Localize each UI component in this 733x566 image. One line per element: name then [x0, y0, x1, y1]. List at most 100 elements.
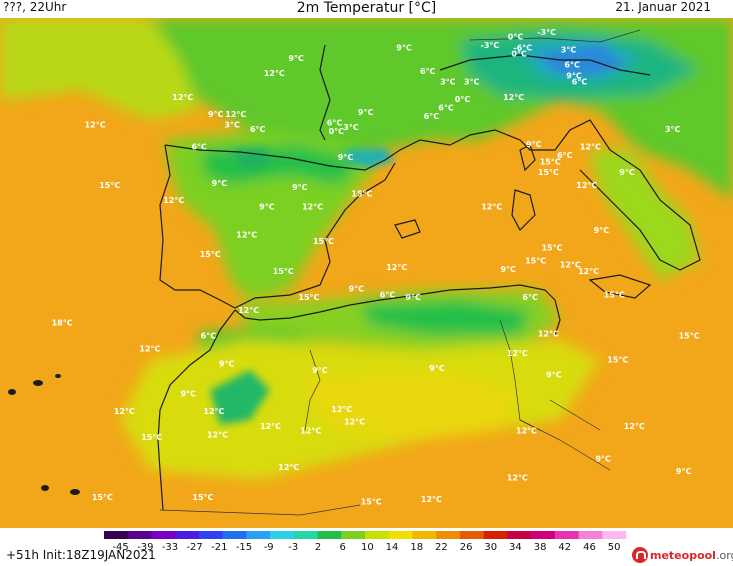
temperature-label: 3°C	[343, 123, 359, 132]
temperature-label: 12°C	[507, 349, 528, 358]
colorbar-swatch	[175, 531, 200, 539]
temperature-label: 3°C	[665, 125, 681, 134]
temperature-label: 6°C	[564, 61, 580, 70]
temperature-label: 0°C	[455, 95, 471, 104]
colorbar-tick-label: 26	[460, 542, 473, 553]
colorbar-tick-label: 18	[410, 542, 423, 553]
temperature-label: 3°C	[440, 78, 456, 87]
temperature-label: 15°C	[298, 293, 319, 302]
temperature-label: 12°C	[264, 69, 285, 78]
map-title: 2m Temperatur [°C]	[296, 0, 437, 16]
borders	[159, 29, 641, 516]
colorbar-swatch	[270, 531, 295, 539]
temperature-label: 9°C	[338, 153, 354, 162]
coastlines	[157, 44, 701, 511]
temperature-label: 15°C	[541, 243, 562, 252]
temperature-label: 12°C	[300, 426, 321, 435]
temperature-label: 9°C	[526, 140, 542, 149]
colorbar-swatch	[554, 531, 579, 539]
meteopool-logo[interactable]: meteopool.org	[632, 546, 733, 564]
colorbar-tick-label: 2	[315, 542, 321, 553]
temperature-label: 15°C	[92, 493, 113, 502]
temperature-label: 9°C	[619, 168, 635, 177]
temperature-label: 3°C	[561, 45, 577, 54]
temperature-label: 9°C	[595, 454, 611, 463]
temperature-label: 12°C	[278, 463, 299, 472]
temperature-label: 12°C	[331, 405, 352, 414]
colorbar-swatch	[341, 531, 366, 539]
temperature-label: 6°C	[522, 293, 538, 302]
temperature-label: 6°C	[201, 332, 217, 341]
init-time-label: +51h Init:18Z19JAN2021	[6, 548, 156, 562]
temperature-label: 9°C	[208, 110, 224, 119]
temperature-label: 12°C	[344, 418, 365, 427]
temperature-label: 12°C	[238, 306, 259, 315]
colorbar-tick-label: -9	[264, 542, 274, 553]
temperature-label: 6°C	[420, 67, 436, 76]
temperature-label: 15°C	[361, 497, 382, 506]
colorbar-tick-label: -45	[112, 542, 128, 553]
temperature-label: 9°C	[259, 203, 275, 212]
forecast-date-label: 21. Januar 2021	[615, 0, 711, 14]
temperature-label: 3°C	[224, 121, 240, 130]
temperature-label: 12°C	[236, 231, 257, 240]
colorbar-tick-label: 38	[534, 542, 547, 553]
colorbar-swatch	[531, 531, 556, 539]
temperature-label: 12°C	[507, 474, 528, 483]
temperature-label: 6°C	[557, 151, 573, 160]
temperature-label: 9°C	[181, 390, 197, 399]
temperature-label: 9°C	[405, 293, 421, 302]
temperature-label: 12°C	[516, 426, 537, 435]
temperature-label: 15°C	[200, 250, 221, 259]
temperature-label: 6°C	[424, 112, 440, 121]
colorbar-swatch	[483, 531, 508, 539]
colorbar-tick-label: 6	[340, 542, 346, 553]
colorbar-swatch	[507, 531, 532, 539]
temperature-label: 9°C	[546, 370, 562, 379]
temperature-label: 6°C	[327, 119, 343, 128]
temperature-label: -3°C	[481, 41, 500, 50]
colorbar-swatch	[127, 531, 152, 539]
temperature-label: 15°C	[607, 355, 628, 364]
temperature-label: 12°C	[260, 422, 281, 431]
temperature-label: 12°C	[421, 495, 442, 504]
temperature-label: 12°C	[580, 142, 601, 151]
temperature-label: 9°C	[396, 43, 412, 52]
temperature-label: 15°C	[679, 332, 700, 341]
temperature-label: 15°C	[99, 181, 120, 190]
colorbar-tick-label: 42	[558, 542, 571, 553]
temperature-label: 0°C	[511, 50, 527, 59]
colorbar-swatch	[602, 531, 627, 539]
brand-name: meteopool.org	[650, 548, 733, 562]
temperature-label: 9°C	[349, 284, 365, 293]
colorbar-tick-label: -33	[162, 542, 178, 553]
temperature-label: 9°C	[429, 364, 445, 373]
colorbar-tick-label: -21	[211, 542, 227, 553]
temperature-label: 12°C	[481, 203, 502, 212]
temperature-label: 6°C	[572, 78, 588, 87]
canary-islands	[8, 374, 80, 495]
temperature-colorbar: -45 -39 -33 -27 -21 -15 -9 -3 2 6 10 14 18 22 26 30 34 38…	[104, 531, 627, 553]
temperature-label: 12°C	[85, 121, 106, 130]
temperature-label: 6°C	[380, 291, 396, 300]
temperature-label: 12°C	[163, 196, 184, 205]
temperature-label: -6°C	[513, 43, 532, 52]
temperature-label: 15°C	[604, 291, 625, 300]
temperature-label: 15°C	[192, 493, 213, 502]
temperature-label: 6°C	[438, 104, 454, 113]
temperature-label: 6°C	[191, 142, 207, 151]
temperature-label: 12°C	[225, 110, 246, 119]
colorbar-tick-label: 34	[509, 542, 522, 553]
temperature-label: 3°C	[464, 78, 480, 87]
forecast-time-label: ???, 22Uhr	[3, 0, 67, 14]
colorbar-tick-label: 50	[608, 542, 621, 553]
temperature-label: 12°C	[302, 203, 323, 212]
temperature-label: 12°C	[114, 407, 135, 416]
temperature-label: -3°C	[537, 28, 556, 37]
colorbar-swatch	[104, 531, 129, 539]
meteopool-logo-icon	[632, 547, 648, 563]
colorbar-swatch	[317, 531, 342, 539]
colorbar-tick-label: 14	[386, 542, 399, 553]
